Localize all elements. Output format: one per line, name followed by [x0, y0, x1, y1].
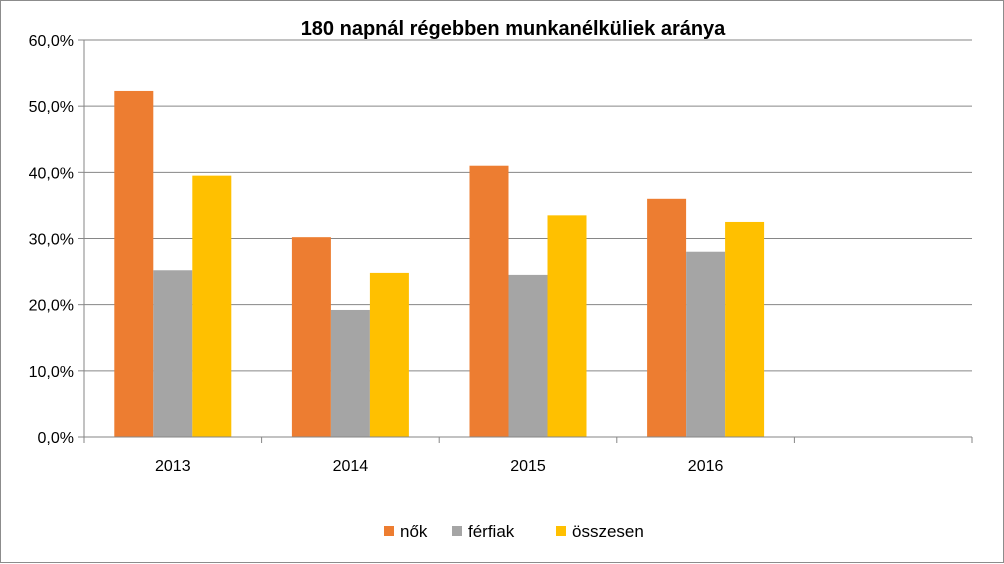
legend-swatch-összesen — [556, 526, 566, 536]
y-tick-label: 50,0% — [29, 99, 74, 116]
y-tick-label: 30,0% — [29, 232, 74, 249]
legend-label-összesen: összesen — [572, 522, 644, 541]
bar-nők-2014 — [291, 237, 331, 437]
legend-label-férfiak: férfiak — [468, 522, 515, 541]
bar-férfiak-2013 — [153, 270, 193, 437]
bar-férfiak-2016 — [686, 251, 726, 437]
bar-összesen-2015 — [547, 215, 587, 437]
bar-férfiak-2014 — [330, 309, 370, 437]
bar-férfiak-2015 — [508, 274, 548, 437]
y-tick-label: 40,0% — [29, 165, 74, 182]
legend-swatch-férfiak — [452, 526, 462, 536]
x-axis-tick-labels: 2013 2014 2015 2016 — [155, 458, 723, 475]
bar-nők-2015 — [469, 165, 509, 437]
bar-nők-2013 — [114, 90, 154, 437]
bar-összesen-2016 — [725, 221, 765, 437]
x-tick-label: 2016 — [688, 458, 724, 475]
bar-összesen-2014 — [369, 272, 409, 437]
bar-összesen-2013 — [192, 175, 232, 437]
bar-nők-2016 — [647, 198, 687, 437]
y-tick-label: 10,0% — [29, 364, 74, 381]
gridlines — [78, 39, 972, 438]
y-axis-tick-labels: 0,0% 10,0% 20,0% 30,0% 40,0% 50,0% 60,0% — [29, 33, 74, 447]
x-tick-label: 2014 — [333, 458, 369, 475]
x-tick-label: 2015 — [510, 458, 546, 475]
chart-title: 180 napnál régebben munkanélküliek arány… — [301, 18, 726, 40]
bar-series — [114, 90, 765, 437]
legend-swatch-nők — [384, 526, 394, 536]
legend-label-nők: nők — [400, 522, 428, 541]
x-tick-label: 2013 — [155, 458, 191, 475]
y-tick-label: 0,0% — [38, 430, 74, 447]
legend: nők férfiak összesen — [384, 522, 644, 541]
axes — [83, 40, 973, 443]
y-tick-label: 20,0% — [29, 298, 74, 315]
y-tick-label: 60,0% — [29, 33, 74, 50]
